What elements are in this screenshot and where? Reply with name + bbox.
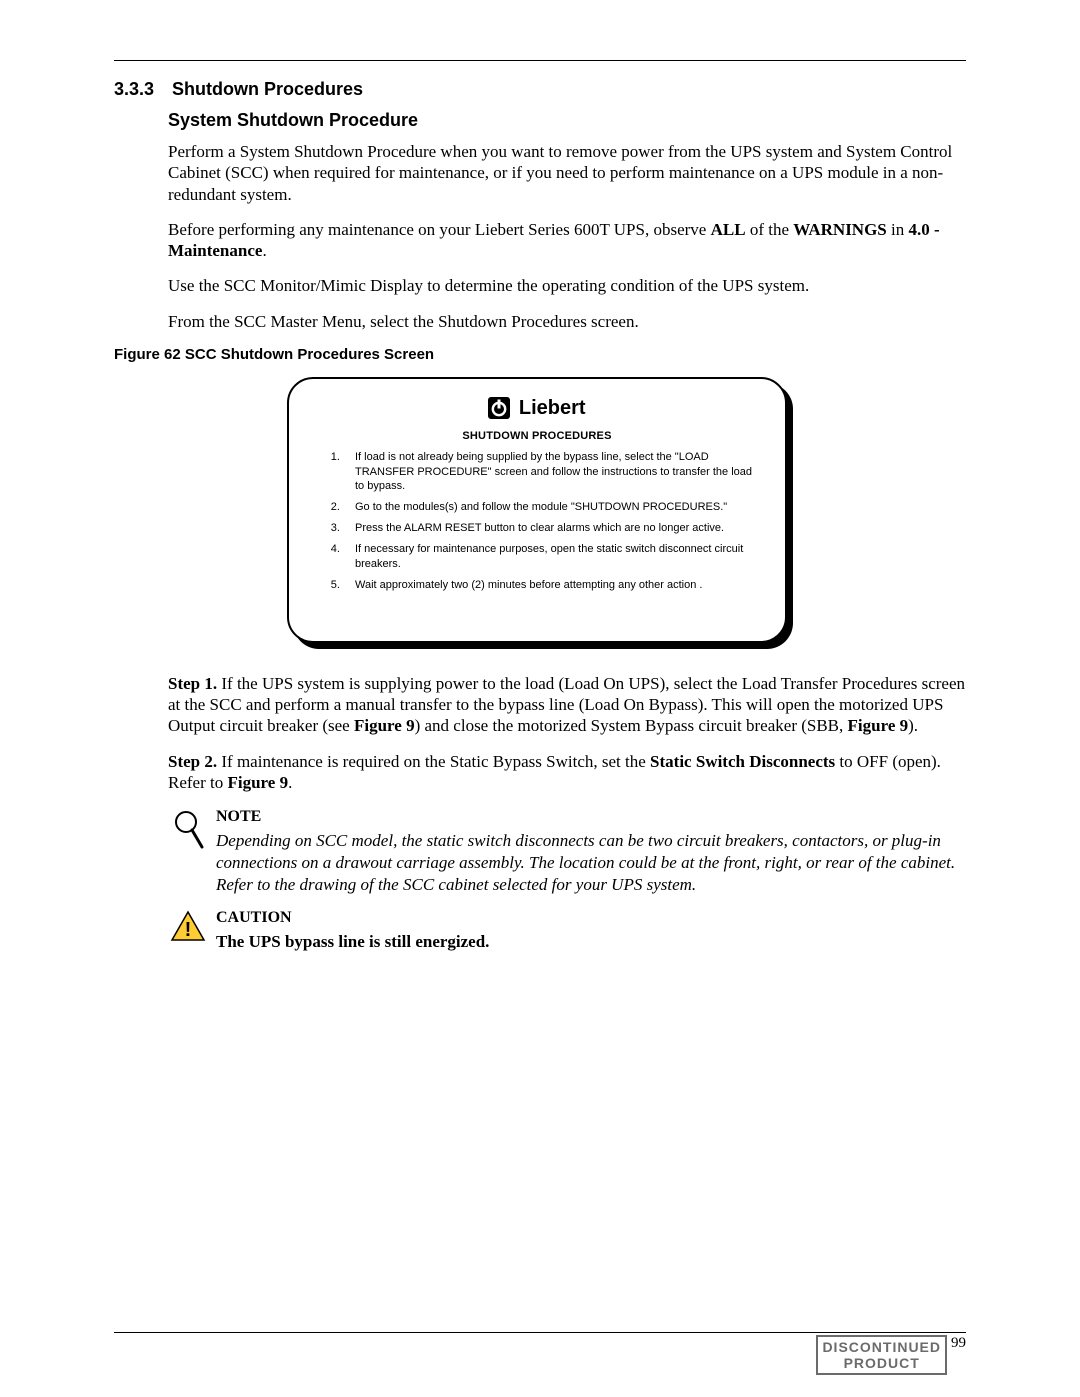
step-2-text-a: If maintenance is required on the Static… [217, 752, 650, 771]
p2-warnings: WARNINGS [793, 220, 887, 239]
power-icon [488, 397, 510, 419]
caution-icon: ! [168, 908, 208, 947]
bottom-rule [114, 1332, 966, 1333]
document-page: 3.3.3 Shutdown Procedures System Shutdow… [0, 0, 1080, 1397]
p2-all: ALL [711, 220, 746, 239]
screen-step: Wait approximately two (2) minutes befor… [343, 578, 757, 593]
step-2: Step 2. If maintenance is required on th… [168, 751, 966, 794]
figure-screen-wrap: Liebert SHUTDOWN PROCEDURES If load is n… [287, 377, 793, 643]
discontinued-line1: DISCONTINUED [822, 1339, 941, 1355]
paragraph-3: Use the SCC Monitor/Mimic Display to det… [168, 275, 966, 296]
p2-text-a: Before performing any maintenance on you… [168, 220, 711, 239]
step-1: Step 1. If the UPS system is supplying p… [168, 673, 966, 737]
step-2-bold: Static Switch Disconnects [650, 752, 835, 771]
screen-step: If necessary for maintenance purposes, o… [343, 542, 757, 572]
step-2-text-c: . [288, 773, 292, 792]
p2-text-b: of the [746, 220, 794, 239]
step-2-fig9: Figure 9 [227, 773, 288, 792]
p2-text-c: in [887, 220, 909, 239]
screen-logo-row: Liebert [317, 397, 757, 420]
note-text: Depending on SCC model, the static switc… [216, 830, 966, 896]
paragraph-4: From the SCC Master Menu, select the Shu… [168, 311, 966, 332]
footer-area: DISCONTINUED PRODUCT 99 [816, 1335, 966, 1375]
figure-caption: Figure 62 SCC Shutdown Procedures Screen [114, 346, 966, 363]
intro-paragraphs: Perform a System Shutdown Procedure when… [168, 141, 966, 332]
caution-label: CAUTION [216, 908, 489, 929]
paragraph-1: Perform a System Shutdown Procedure when… [168, 141, 966, 205]
top-rule [114, 60, 966, 61]
screen-step: If load is not already being supplied by… [343, 450, 757, 495]
note-block: NOTE Depending on SCC model, the static … [168, 807, 966, 896]
screen-procedure-list: If load is not already being supplied by… [317, 450, 757, 593]
paragraph-2: Before performing any maintenance on you… [168, 219, 966, 262]
step-2-label: Step 2. [168, 752, 217, 771]
page-number: 99 [951, 1335, 966, 1352]
step-1-fig9b: Figure 9 [848, 716, 909, 735]
section-heading-row: 3.3.3 Shutdown Procedures [114, 79, 966, 100]
caution-block: ! CAUTION The UPS bypass line is still e… [168, 908, 966, 953]
note-label: NOTE [216, 807, 966, 828]
screen-title: SHUTDOWN PROCEDURES [317, 430, 757, 442]
step-1-label: Step 1. [168, 674, 217, 693]
scc-screen: Liebert SHUTDOWN PROCEDURES If load is n… [287, 377, 787, 643]
screen-step: Press the ALARM RESET button to clear al… [343, 521, 757, 536]
section-number: 3.3.3 [114, 79, 168, 100]
caution-body: CAUTION The UPS bypass line is still ene… [208, 908, 489, 953]
section-subheading: System Shutdown Procedure [168, 110, 966, 131]
step-1-fig9a: Figure 9 [354, 716, 415, 735]
step-1-text-c: ). [908, 716, 918, 735]
screen-step: Go to the modules(s) and follow the modu… [343, 500, 757, 515]
note-body: NOTE Depending on SCC model, the static … [208, 807, 966, 896]
discontinued-stamp: DISCONTINUED PRODUCT [816, 1335, 947, 1375]
step-paragraphs: Step 1. If the UPS system is supplying p… [168, 673, 966, 793]
svg-text:!: ! [185, 919, 192, 941]
screen-brand: Liebert [519, 397, 586, 419]
p2-text-d: . [262, 241, 266, 260]
caution-text: The UPS bypass line is still energized. [216, 932, 489, 951]
discontinued-line2: PRODUCT [844, 1355, 920, 1371]
section-title: Shutdown Procedures [172, 79, 363, 99]
step-1-text-b: ) and close the motorized System Bypass … [415, 716, 848, 735]
magnifier-icon [168, 807, 208, 858]
